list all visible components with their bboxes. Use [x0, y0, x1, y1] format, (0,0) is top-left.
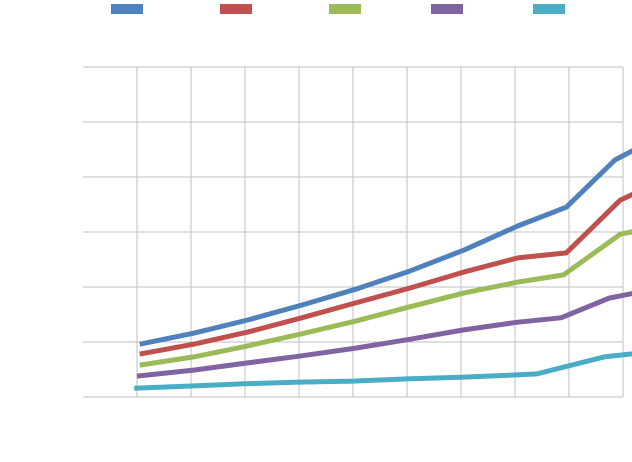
series-lines [134, 148, 632, 391]
legend-item-series-2 [220, 3, 256, 15]
series-line-5 [134, 351, 632, 391]
legend-item-series-4 [431, 3, 467, 15]
legend-item-series-3 [329, 3, 365, 15]
gridlines [83, 66, 624, 398]
legend-swatch-series-4 [431, 4, 463, 14]
legend [0, 3, 632, 15]
series-line-3 [139, 229, 632, 368]
legend-swatch-series-3 [329, 4, 361, 14]
legend-swatch-series-2 [220, 4, 252, 14]
legend-item-series-1 [111, 3, 147, 15]
series-line-4 [136, 291, 632, 379]
legend-swatch-series-5 [533, 4, 565, 14]
series-line-1 [139, 148, 632, 347]
series-line-2 [139, 191, 632, 357]
legend-item-series-5 [533, 3, 569, 15]
legend-swatch-series-1 [111, 4, 143, 14]
